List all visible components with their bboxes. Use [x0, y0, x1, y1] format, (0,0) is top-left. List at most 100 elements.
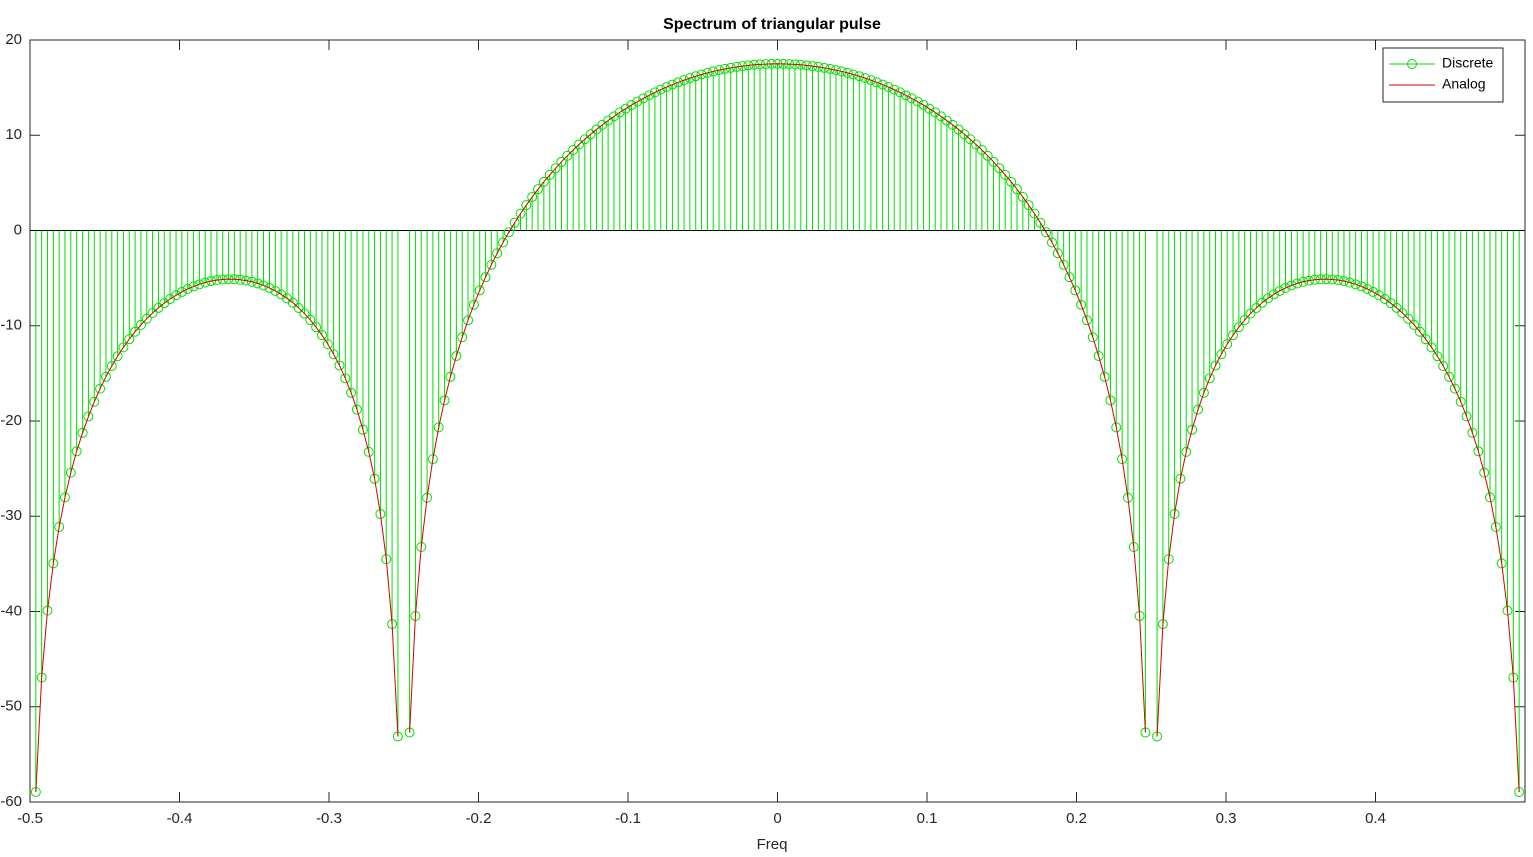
stem-marker [538, 176, 549, 187]
stem-marker [503, 227, 514, 238]
stem-marker [1035, 217, 1046, 228]
stem-marker [965, 134, 976, 145]
stem-marker [848, 69, 859, 80]
stem-marker [1222, 339, 1233, 350]
stem-marker [1432, 351, 1443, 362]
stem-marker [1087, 332, 1098, 343]
stem-marker [182, 283, 193, 294]
x-tick-label: 0.3 [1216, 810, 1237, 827]
stem-marker [246, 276, 257, 287]
stem-marker [1233, 322, 1244, 333]
stem-marker [100, 371, 111, 382]
stem-marker [1099, 371, 1110, 382]
stem-marker [65, 467, 76, 478]
stem-marker [661, 82, 672, 93]
stem-marker [825, 63, 836, 74]
stem-marker [1064, 272, 1075, 283]
stem-marker [1397, 307, 1408, 318]
stem-marker [1338, 276, 1349, 287]
stem-marker [1449, 383, 1460, 394]
stem-marker [1496, 558, 1507, 569]
stem-marker [427, 454, 438, 465]
stem-marker [1029, 208, 1040, 219]
stem-marker [1298, 276, 1309, 287]
stem-marker [620, 103, 631, 114]
stem-marker [463, 315, 474, 326]
stem-marker [1198, 387, 1209, 398]
stem-marker [1414, 326, 1425, 337]
plot-content [30, 58, 1525, 797]
stem-marker [135, 319, 146, 330]
stem-marker [1006, 176, 1017, 187]
stem-marker [1473, 446, 1484, 457]
stem-marker [1041, 227, 1052, 238]
legend-box [1382, 47, 1504, 103]
y-tick-label: -20 [0, 412, 22, 429]
x-tick-label: 0.2 [1066, 810, 1087, 827]
stem-marker [171, 290, 182, 301]
stem-marker [714, 65, 725, 76]
stem-marker [1438, 361, 1449, 372]
x-tick-label: -0.4 [167, 810, 193, 827]
stem-marker [369, 473, 380, 484]
stem-marker [486, 259, 497, 270]
stem-marker [211, 275, 222, 286]
stem-marker [1356, 281, 1367, 292]
stem-marker [112, 351, 123, 362]
stem-marker [1373, 290, 1384, 301]
stem-marker [807, 61, 818, 72]
stem-marker [165, 293, 176, 304]
stem-marker [994, 163, 1005, 174]
stem-marker [1368, 286, 1379, 297]
stem-marker [673, 77, 684, 88]
stem-marker [1280, 283, 1291, 294]
axes-box [29, 39, 1526, 803]
x-tick-label: 0.1 [917, 810, 938, 827]
stem-marker [206, 276, 217, 287]
y-tick-label: -40 [0, 602, 22, 619]
stem-marker [334, 360, 345, 371]
stem-marker [836, 66, 847, 77]
stem-marker [1046, 237, 1057, 248]
stem-marker [562, 150, 573, 161]
stem-marker [725, 62, 736, 73]
stem-marker [1362, 283, 1373, 294]
stem-marker [1239, 315, 1250, 326]
stem-marker [124, 334, 135, 345]
stem-marker [1403, 313, 1414, 324]
stem-marker [422, 492, 433, 503]
stem-marker [819, 62, 830, 73]
stem-marker [667, 79, 678, 90]
stem-marker [573, 139, 584, 150]
stem-marker [1210, 360, 1221, 371]
stem-marker [644, 90, 655, 101]
y-tick-label: 20 [5, 31, 22, 48]
stem-marker [147, 307, 158, 318]
stem-marker [1490, 522, 1501, 533]
stem-marker [1081, 315, 1092, 326]
stem-marker [445, 371, 456, 382]
stem-marker [328, 349, 339, 360]
stem-marker [433, 422, 444, 433]
y-tick-label: -30 [0, 507, 22, 524]
stem-marker [293, 302, 304, 313]
stem-marker [322, 339, 333, 350]
stem-marker [1455, 396, 1466, 407]
stem-marker [1444, 371, 1455, 382]
stem-marker [1426, 342, 1437, 353]
stem-marker [1409, 319, 1420, 330]
stem-marker [468, 299, 479, 310]
stem-marker [638, 93, 649, 104]
stem-marker [340, 373, 351, 384]
stem-marker [906, 93, 917, 104]
stem-marker [77, 427, 88, 438]
stem-marker [311, 322, 322, 333]
stem-marker [614, 107, 625, 118]
stem-marker [106, 361, 117, 372]
stem-marker [1485, 492, 1496, 503]
y-tick-label: -10 [0, 317, 22, 334]
x-axis-label: Freq [757, 836, 788, 853]
stem-marker [982, 150, 993, 161]
